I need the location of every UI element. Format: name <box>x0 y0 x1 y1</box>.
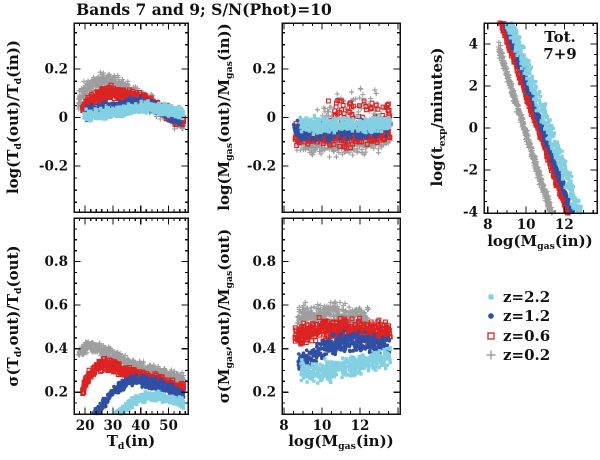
svg-text:0.8: 0.8 <box>45 254 69 270</box>
series-z-2.2 <box>299 346 392 385</box>
legend-label: z=2.2 <box>503 287 551 306</box>
svg-text:0.4: 0.4 <box>253 341 277 357</box>
svg-text:20: 20 <box>76 418 95 434</box>
legend-item-z-0.6: z=0.6 <box>484 326 550 346</box>
series-z-2.2 <box>504 21 583 215</box>
annotation-line-2: 7+9 <box>543 44 577 63</box>
tick-labels: -0.2 0 0.2 <box>39 62 68 175</box>
x-axis-title-mgas-scatter: log(Mgas(in)) <box>288 432 394 452</box>
legend-item-z-1.2: z=1.2 <box>484 307 550 327</box>
square-marker-icon <box>488 294 494 300</box>
svg-text:2: 2 <box>469 79 478 95</box>
series-z-1.2 <box>91 373 186 416</box>
plus-marker-icon <box>486 350 496 360</box>
figure-title: Bands 7 and 9; S/N(Phot)=10 <box>76 0 332 19</box>
series-z-1.2 <box>296 329 392 374</box>
panel-td-scatter: 0.2 0.4 0.6 0.8 20 30 40 50 <box>45 217 189 434</box>
svg-text:0.6: 0.6 <box>253 298 277 314</box>
svg-text:-0.2: -0.2 <box>247 159 276 175</box>
legend-label: z=1.2 <box>503 307 551 326</box>
svg-text:-0.2: -0.2 <box>39 159 68 175</box>
svg-text:8: 8 <box>483 217 492 233</box>
svg-text:0.2: 0.2 <box>45 385 69 401</box>
svg-text:0.2: 0.2 <box>253 385 277 401</box>
annotation-line-1: Tot. <box>544 28 576 46</box>
tick-labels: 0.2 0.4 0.6 0.8 8 10 12 <box>253 254 370 434</box>
svg-text:0.4: 0.4 <box>45 341 69 357</box>
svg-text:0: 0 <box>267 110 276 126</box>
panel-mgas-scatter: 0.2 0.4 0.6 0.8 8 10 12 <box>253 217 401 434</box>
panel-exposure-time: -4 -2 0 2 4 8 10 12 <box>463 20 598 234</box>
panel-frame <box>483 22 598 214</box>
open-square-marker-icon <box>487 332 495 340</box>
svg-text:0: 0 <box>469 121 478 137</box>
svg-text:10: 10 <box>313 418 332 434</box>
svg-text:-2: -2 <box>463 163 478 179</box>
svg-text:0.2: 0.2 <box>45 62 69 78</box>
svg-text:12: 12 <box>555 217 574 233</box>
circle-marker-icon <box>488 313 494 320</box>
series-z-0.2 <box>495 39 555 216</box>
svg-text:50: 50 <box>159 418 178 434</box>
y-axis-title-td-scatter: σ(Td,out)/Td(out) <box>4 245 24 387</box>
panel-frame <box>73 22 189 213</box>
x-axis-title-td-scatter: Td(in) <box>106 432 156 452</box>
legend-item-z-2.2: z=2.2 <box>484 287 550 307</box>
y-axis-title-td-accuracy: log(Td(out)/Td(in)) <box>4 39 24 195</box>
svg-text:8: 8 <box>279 418 288 434</box>
legend-label: z=0.6 <box>503 326 551 345</box>
x-axis-title-exposure-time: log(Mgas(in)) <box>487 232 593 252</box>
svg-text:0.2: 0.2 <box>253 62 277 78</box>
svg-text:10: 10 <box>517 217 536 233</box>
series-z-2.2 <box>298 113 393 136</box>
tick-labels: -0.2 0 0.2 <box>247 62 276 175</box>
series-z-1.2 <box>83 94 183 127</box>
panel-frame <box>281 22 401 213</box>
panel-frame <box>281 217 401 415</box>
svg-text:30: 30 <box>104 418 123 434</box>
tick-labels: 0.2 0.4 0.6 0.8 20 30 40 50 <box>45 254 178 434</box>
svg-text:0: 0 <box>59 110 68 126</box>
svg-text:40: 40 <box>131 418 150 434</box>
series-z-2.2 <box>82 99 186 123</box>
panel-mgas-accuracy: -0.2 0 0.2 <box>247 22 401 213</box>
tick-labels: -4 -2 0 2 4 8 10 12 <box>463 37 574 234</box>
annotation-total-bands: Tot. 7+9 <box>531 29 589 62</box>
legend-label: z=0.2 <box>503 346 551 365</box>
legend: z=2.2 z=1.2 z=0.6 z=0.2 <box>484 287 550 365</box>
series-z-2.2 <box>113 389 186 416</box>
y-axis-title-mgas-accuracy: log(Mgas(out)/Mgas(in)) <box>215 23 235 211</box>
y-axis-title-mgas-scatter: σ(Mgas,out)/Mgas(out) <box>215 228 235 404</box>
legend-item-z-0.2: z=0.2 <box>484 346 550 366</box>
panel-td-accuracy: -0.2 0 0.2 <box>39 22 189 213</box>
y-axis-title-exposure-time: log(texp/minutes) <box>428 47 448 187</box>
svg-text:4: 4 <box>469 37 478 53</box>
svg-text:0.8: 0.8 <box>253 254 277 270</box>
svg-text:-4: -4 <box>463 205 478 221</box>
svg-text:0.6: 0.6 <box>45 298 69 314</box>
panel-frame <box>73 217 189 415</box>
svg-text:12: 12 <box>351 418 370 434</box>
